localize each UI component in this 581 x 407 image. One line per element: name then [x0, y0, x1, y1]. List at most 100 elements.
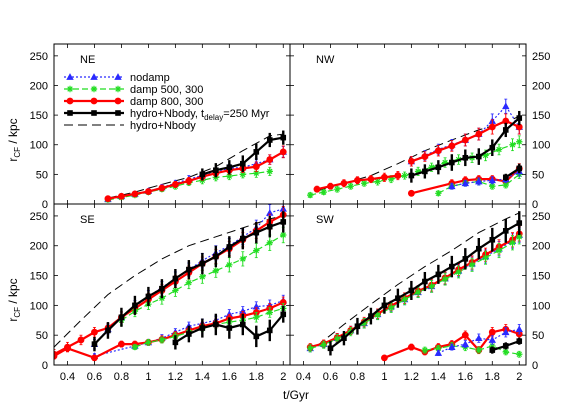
- y-tick-label: 100: [30, 140, 48, 152]
- data-point: [489, 236, 496, 243]
- legend-entry-damp800: damp 800, 300: [64, 96, 203, 108]
- data-point: [266, 327, 273, 334]
- y-tick-label: 50: [532, 330, 544, 342]
- data-point: [320, 341, 327, 348]
- data-point: [516, 115, 523, 121]
- legend-label: damp 500, 300: [130, 84, 203, 96]
- legend-marker: [115, 110, 121, 116]
- data-point: [488, 328, 496, 336]
- data-point: [280, 231, 287, 239]
- data-point: [253, 247, 260, 254]
- data-point: [313, 185, 321, 193]
- y-axis-label-bottom: rCF / kpc: [6, 278, 22, 321]
- legend-label: nodamp: [130, 72, 170, 84]
- data-point: [226, 325, 233, 331]
- data-point: [515, 325, 523, 333]
- x-tick-label: 0.8: [114, 371, 129, 383]
- y-axis-label-top: rCF / kpc: [6, 118, 22, 161]
- series-hydro_delay-sw: [489, 337, 523, 354]
- data-point: [320, 188, 327, 196]
- legend-entry-hydro_delay: hydro+Nbody, tdelay=250 Myr: [64, 108, 270, 122]
- data-point: [64, 344, 71, 352]
- data-point: [455, 268, 462, 276]
- y-tick-label: 150: [30, 110, 48, 122]
- series-line-hydro: [316, 212, 520, 347]
- data-point: [279, 148, 287, 156]
- data-point: [502, 174, 509, 181]
- series-hydro_delay-se: [91, 211, 287, 352]
- data-point: [482, 152, 489, 159]
- panel-sw-plot-area: [306, 211, 523, 362]
- data-point: [172, 275, 179, 282]
- data-point: [449, 159, 455, 166]
- y-tick-label: 100: [30, 300, 48, 312]
- data-point: [449, 263, 455, 270]
- series-hydro_delay-nw: [408, 110, 523, 183]
- panel-title-sw: SW: [316, 214, 334, 226]
- legend-marker: [91, 110, 97, 116]
- data-point: [387, 175, 395, 183]
- data-point: [428, 164, 435, 171]
- data-point: [516, 138, 523, 145]
- data-point: [212, 267, 220, 274]
- data-point: [172, 287, 179, 294]
- data-point: [434, 147, 442, 155]
- data-point: [280, 134, 287, 141]
- data-point: [408, 287, 415, 294]
- legend-marker: [67, 110, 73, 116]
- data-point: [367, 175, 375, 183]
- data-point: [354, 323, 361, 330]
- legend-marker: [66, 73, 74, 80]
- data-point: [226, 244, 233, 250]
- data-point: [509, 141, 516, 148]
- data-point: [266, 309, 273, 316]
- x-tick-label: 0.8: [350, 371, 365, 383]
- data-point: [476, 245, 482, 252]
- data-point: [118, 314, 125, 321]
- data-point: [414, 168, 422, 175]
- x-tick-label: 1: [381, 371, 387, 383]
- data-point: [401, 296, 408, 303]
- data-point: [475, 130, 483, 138]
- legend-marker: [90, 85, 98, 93]
- x-tick-label: 1.6: [458, 371, 473, 383]
- data-point: [118, 192, 125, 200]
- data-point: [158, 295, 166, 302]
- data-point: [489, 144, 496, 151]
- data-point: [199, 273, 206, 280]
- x-tick-label: 0.4: [296, 371, 311, 383]
- data-point: [334, 335, 341, 342]
- data-point: [145, 188, 152, 195]
- data-point: [516, 338, 523, 344]
- data-point: [253, 169, 260, 177]
- series-hydro-sw: [316, 212, 520, 347]
- y-tick-label: 0: [532, 360, 538, 372]
- data-point: [240, 160, 246, 167]
- legend-entry-nodamp: nodamp: [64, 72, 170, 84]
- data-point: [488, 336, 496, 343]
- panel-nw-tick-labels: 0 50 100 150 200 250: [532, 51, 550, 211]
- data-point: [448, 142, 456, 150]
- data-point: [502, 348, 509, 356]
- data-point: [502, 228, 509, 234]
- data-point: [461, 136, 469, 144]
- data-point: [158, 184, 166, 192]
- data-point: [401, 172, 408, 179]
- data-point: [374, 178, 381, 185]
- data-point: [502, 127, 509, 133]
- series-line-damp800: [54, 301, 284, 359]
- data-point: [509, 239, 516, 246]
- x-tick-label: 1.2: [168, 371, 183, 383]
- data-point: [502, 328, 510, 336]
- data-point: [172, 339, 179, 346]
- data-point: [266, 168, 273, 175]
- data-point: [488, 123, 496, 131]
- x-tick-label: 1.6: [222, 371, 237, 383]
- panel-title-nw: NW: [316, 54, 335, 66]
- x-tick-label: 0.4: [60, 371, 75, 383]
- data-point: [118, 340, 125, 348]
- data-point: [441, 159, 449, 166]
- data-point: [468, 261, 476, 269]
- data-point: [199, 171, 206, 178]
- legend-marker: [66, 97, 74, 105]
